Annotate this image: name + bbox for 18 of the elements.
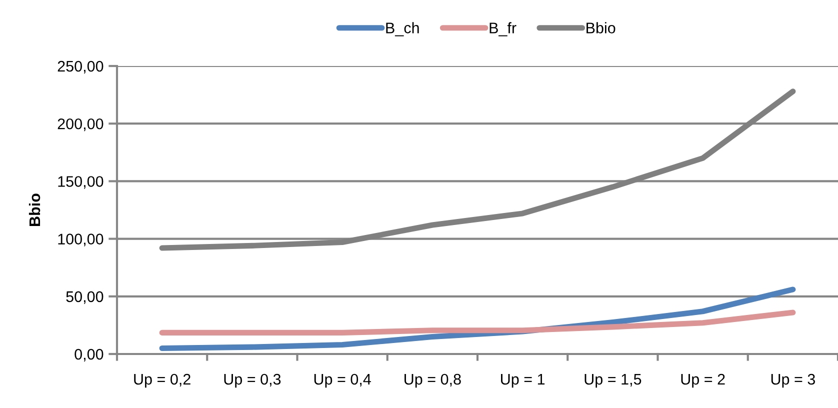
y-tick-label: 250,00 bbox=[58, 60, 104, 74]
x-tick-label: Up = 0,8 bbox=[404, 374, 461, 388]
legend-label: B_fr bbox=[490, 22, 516, 36]
x-tick-label: Up = 1 bbox=[501, 374, 545, 388]
x-tick-label: Up = 0,2 bbox=[134, 374, 190, 388]
y-tick-label: 0,00 bbox=[74, 348, 104, 362]
y-tick-label: 150,00 bbox=[58, 176, 104, 189]
legend-label: B_ch bbox=[386, 22, 419, 36]
y-tick-label: 100,00 bbox=[58, 234, 104, 246]
x-tick-label: Up = 0,4 bbox=[314, 374, 371, 388]
y-axis-title: Bbio bbox=[28, 194, 40, 226]
y-tick-label: 200,00 bbox=[58, 118, 104, 132]
legend-label: Bbio bbox=[586, 22, 616, 34]
x-tick-label: Up = 2 bbox=[681, 374, 725, 388]
x-tick-label: Up = 0,3 bbox=[224, 374, 281, 388]
x-tick-label: Up = 1,5 bbox=[584, 374, 642, 388]
y-tick-label: 50,00 bbox=[66, 291, 104, 304]
x-tick-label: Up = 3 bbox=[771, 374, 815, 388]
